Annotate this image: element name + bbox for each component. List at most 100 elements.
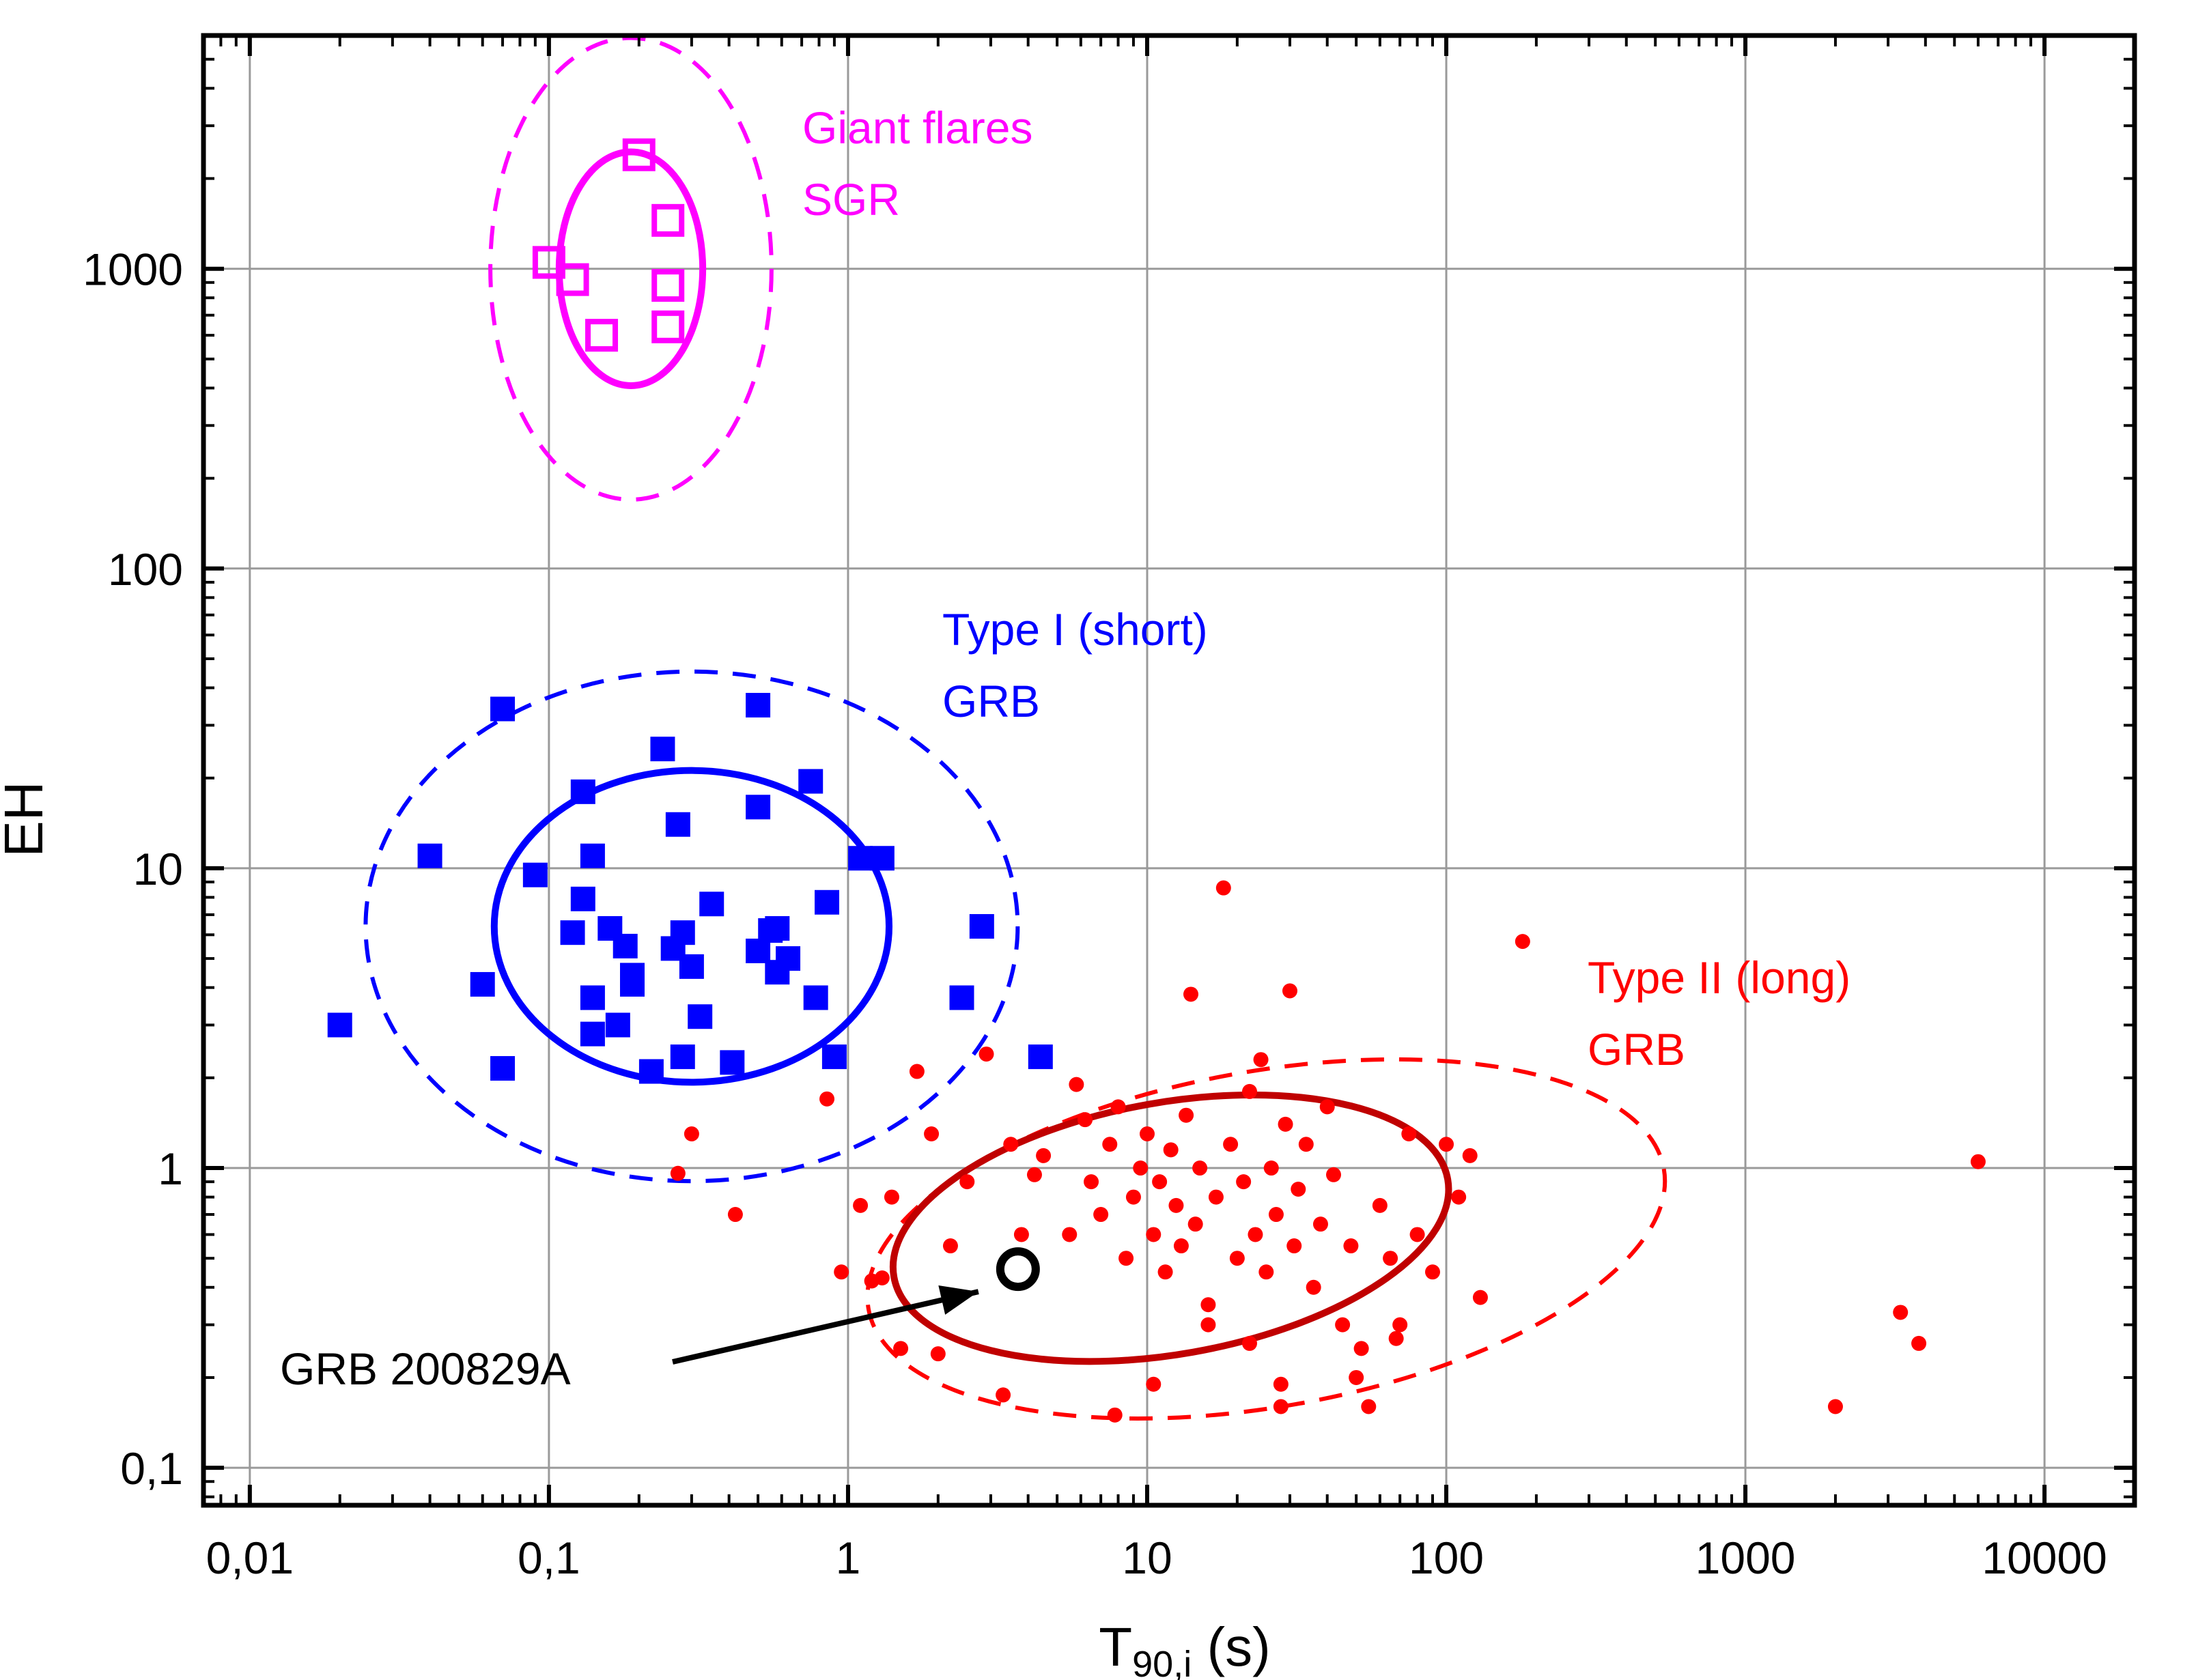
y-axis-title: EH	[0, 781, 54, 857]
data-point-short-grb	[650, 737, 675, 762]
x-axis-title: T90,i (s)	[1099, 1617, 1270, 1680]
y-tick-label: 0,1	[120, 1443, 183, 1494]
data-point-long-grb	[1383, 1251, 1398, 1266]
data-point-long-grb	[930, 1346, 946, 1362]
data-point-long-grb	[942, 1238, 958, 1254]
data-point-long-grb	[1200, 1317, 1216, 1333]
data-point-long-grb	[909, 1064, 925, 1079]
data-point-short-grb	[417, 843, 442, 868]
data-point-long-grb	[1372, 1197, 1388, 1213]
data-point-long-grb	[727, 1207, 743, 1223]
confidence-ellipse-1sigma	[889, 1091, 1452, 1365]
data-point-long-grb	[1248, 1227, 1263, 1242]
data-point-long-grb	[1319, 1099, 1335, 1115]
ticks: 0,01 0,1 1 10 100 1000 10000 0,1 1 10 100 1000	[83, 35, 2135, 1583]
data-point-long-grb	[1970, 1154, 1986, 1169]
x-tick-label: 1	[836, 1533, 861, 1583]
data-point-long-grb	[893, 1341, 909, 1356]
x-axis-title-suffix: (s)	[1192, 1617, 1271, 1677]
data-point-long-grb	[834, 1264, 849, 1280]
data-point-long-grb	[1163, 1142, 1179, 1158]
data-point-long-grb	[1282, 983, 1297, 999]
confidence-ellipse-2sigma	[865, 1057, 1667, 1421]
data-point-short-grb	[605, 1012, 630, 1038]
data-point-long-grb	[1223, 1137, 1239, 1152]
series-label: Type II (long)	[1588, 952, 1850, 1003]
data-point-long-grb	[1253, 1052, 1269, 1068]
data-point-long-grb	[1278, 1116, 1293, 1132]
data-point-short-grb	[638, 1059, 664, 1084]
data-point-long-grb	[1439, 1137, 1454, 1152]
data-point-long-grb	[1118, 1251, 1134, 1266]
data-point-short-grb	[720, 1050, 745, 1075]
series-label: GRB	[1588, 1024, 1685, 1074]
data-point-short-grb	[522, 862, 548, 887]
data-point-short-grb	[869, 846, 895, 871]
axes	[201, 33, 2137, 1508]
confidence-ellipse-1sigma	[490, 767, 893, 1086]
data-point-long-grb	[1102, 1137, 1118, 1152]
data-point-long-grb	[1078, 1112, 1093, 1128]
data-point-long-grb	[1286, 1238, 1302, 1254]
data-point-short-grb	[570, 779, 595, 804]
highlight-label: GRB 200829A	[280, 1343, 571, 1394]
y-tick-label: 100	[108, 544, 183, 595]
data-point-long-grb	[1298, 1137, 1314, 1152]
data-point-long-grb	[1472, 1290, 1488, 1305]
data-point-long-grb	[1026, 1167, 1042, 1182]
data-point-long-grb	[1110, 1099, 1126, 1115]
x-tick-label: 100	[1409, 1533, 1484, 1583]
annotations: Giant flares SGR Type I (short) GRB Type II …	[280, 102, 1850, 1394]
x-tick-label: 10000	[1982, 1533, 2107, 1583]
data-point-long-grb	[1401, 1126, 1417, 1141]
data-points	[327, 138, 1986, 1423]
data-point-short-grb	[670, 1044, 695, 1070]
data-point-sgr	[622, 138, 656, 171]
series-label: GRB	[942, 676, 1040, 726]
x-axis-title-main: T	[1099, 1617, 1132, 1677]
data-point-long-grb	[819, 1091, 835, 1107]
data-point-long-grb	[1306, 1279, 1321, 1295]
highlight-arrowhead	[938, 1285, 979, 1315]
y-tick-label: 10	[133, 844, 183, 894]
x-tick-label: 1000	[1695, 1533, 1796, 1583]
data-point-long-grb	[1192, 1161, 1208, 1176]
data-point-long-grb	[1353, 1341, 1369, 1356]
data-point-long-grb	[1291, 1182, 1306, 1197]
data-point-long-grb	[1215, 880, 1231, 896]
confidence-ellipse-2sigma	[488, 35, 774, 502]
data-point-short-grb	[803, 985, 828, 1010]
data-point-long-grb	[1236, 1174, 1252, 1190]
ellipses	[363, 35, 1667, 1421]
data-point-long-grb	[1062, 1227, 1078, 1242]
data-point-long-grb	[1424, 1264, 1440, 1280]
y-tick-label: 1	[158, 1143, 183, 1194]
data-point-long-grb	[1173, 1238, 1189, 1254]
highlighted-grb-marker	[996, 1247, 1040, 1292]
data-point-long-grb	[1146, 1227, 1162, 1242]
data-point-long-grb	[1093, 1207, 1109, 1223]
data-point-short-grb	[821, 1044, 847, 1070]
data-point-long-grb	[1827, 1399, 1843, 1414]
data-point-long-grb	[1241, 1335, 1257, 1351]
data-point-short-grb	[613, 933, 638, 958]
highlight-arrow	[672, 1289, 979, 1365]
data-point-long-grb	[1911, 1335, 1927, 1351]
data-point-long-grb	[1208, 1189, 1224, 1205]
data-point-long-grb	[1273, 1376, 1289, 1392]
data-point-long-grb	[1241, 1083, 1257, 1099]
data-point-short-grb	[1028, 1044, 1053, 1070]
x-tick-label: 10	[1122, 1533, 1172, 1583]
data-point-sgr	[651, 203, 685, 237]
data-point-long-grb	[979, 1047, 994, 1062]
data-point-short-grb	[765, 916, 790, 941]
data-point-long-grb	[924, 1126, 940, 1141]
data-point-long-grb	[1084, 1174, 1099, 1190]
data-point-long-grb	[1326, 1167, 1342, 1182]
data-point-long-grb	[959, 1174, 975, 1190]
data-point-long-grb	[1361, 1399, 1377, 1414]
data-point-long-grb	[1268, 1207, 1284, 1223]
plot-frame	[201, 33, 2137, 1508]
x-tick-label: 0,1	[518, 1533, 580, 1583]
data-point-long-grb	[1515, 934, 1530, 950]
